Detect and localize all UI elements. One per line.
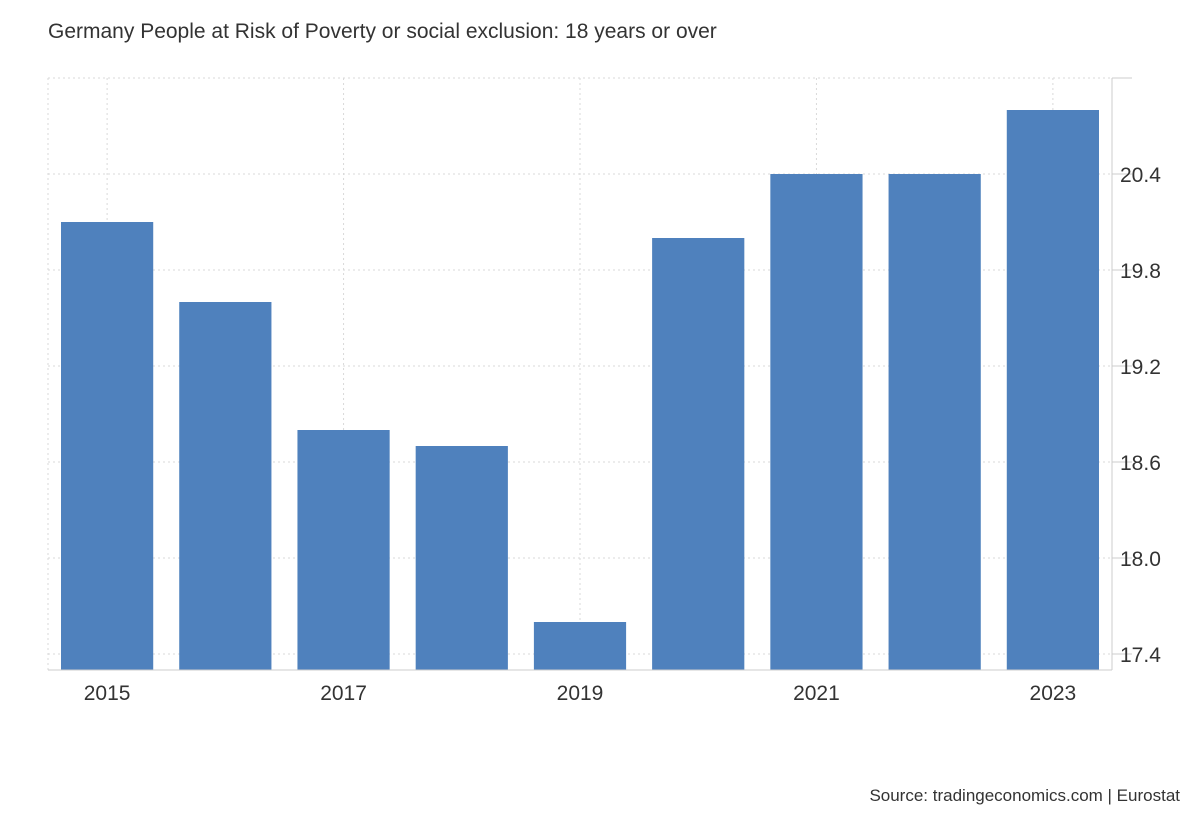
axes (48, 77, 1132, 671)
x-tick-label: 2021 (793, 682, 840, 705)
y-tick-label: 20.4 (1120, 164, 1161, 187)
bar-2016[interactable] (179, 302, 272, 670)
x-tick-label: 2019 (557, 682, 604, 705)
y-tick-label: 19.8 (1120, 260, 1161, 283)
y-tick-label: 17.4 (1120, 644, 1161, 667)
bar-2020[interactable] (652, 238, 745, 670)
chart-source: Source: tradingeconomics.com | Eurostat (869, 786, 1180, 805)
bar-2018[interactable] (415, 446, 508, 670)
tick-labels: 17.4 18.0 18.6 19.2 19.8 20.4 2015 2017 2019 2021… (84, 164, 1161, 705)
bar-2015[interactable] (61, 222, 154, 670)
x-tick-label: 2015 (84, 682, 131, 705)
bar-2023[interactable] (1006, 110, 1099, 670)
x-tick-label: 2017 (320, 682, 367, 705)
chart-title: Germany People at Risk of Poverty or soc… (48, 20, 717, 43)
y-tick-label: 19.2 (1120, 356, 1161, 379)
bar-2021[interactable] (770, 174, 863, 670)
y-tick-label: 18.6 (1120, 452, 1161, 475)
bar-2019[interactable] (533, 622, 627, 670)
bar-2017[interactable] (297, 430, 390, 670)
bar-2022[interactable] (888, 174, 981, 670)
x-tick-label: 2023 (1030, 682, 1077, 705)
bars (61, 110, 1099, 670)
y-tick-label: 18.0 (1120, 548, 1161, 571)
